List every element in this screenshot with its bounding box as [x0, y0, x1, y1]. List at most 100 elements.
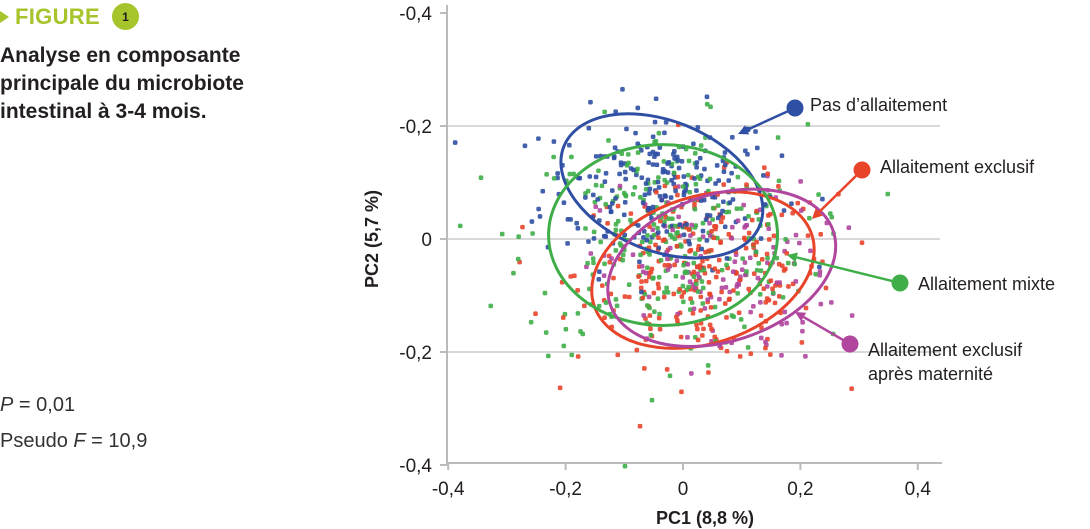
data-point-series-2: [658, 258, 664, 263]
data-point-series-3: [729, 236, 735, 241]
data-point-series-3: [771, 244, 776, 250]
data-point-series-2: [693, 181, 699, 187]
data-point-series-0: [663, 120, 669, 125]
data-point-series-3: [732, 259, 738, 265]
data-point-series-2: [620, 252, 626, 258]
confidence-ellipse-series-0: [559, 112, 765, 260]
data-point-series-2: [705, 363, 711, 368]
data-point-series-2: [701, 267, 707, 273]
data-point-series-1: [675, 318, 680, 323]
data-point-series-1: [768, 278, 774, 284]
data-point-series-2: [681, 262, 686, 268]
data-point-series-1: [759, 325, 764, 330]
data-point-series-1: [748, 351, 754, 357]
data-point-series-2: [776, 178, 782, 184]
data-point-series-2: [681, 299, 686, 305]
data-point-series-2: [639, 239, 645, 245]
data-point-series-1: [694, 264, 700, 270]
data-point-series-2: [613, 227, 619, 233]
data-point-series-0: [665, 170, 671, 175]
data-point-series-0: [729, 135, 735, 140]
data-point-series-1: [688, 296, 693, 302]
data-point-series-3: [688, 233, 693, 238]
x-tick-label: 0,2: [787, 479, 813, 500]
data-point-series-2: [596, 168, 601, 174]
data-point-series-0: [567, 142, 572, 148]
data-point-series-0: [699, 246, 704, 252]
data-point-series-0: [656, 245, 662, 251]
arrowhead-icon: [787, 252, 798, 263]
data-point-series-3: [705, 297, 711, 302]
data-point-series-3: [730, 269, 736, 275]
data-point-series-2: [707, 176, 713, 182]
data-point-series-1: [701, 326, 706, 332]
data-point-series-2: [625, 152, 631, 157]
data-point-series-0: [701, 197, 707, 203]
data-point-series-2: [700, 285, 706, 291]
data-point-series-1: [687, 248, 692, 254]
data-point-series-0: [613, 196, 618, 201]
data-point-series-2: [618, 243, 624, 248]
data-point-series-2: [724, 262, 729, 268]
data-point-series-0: [622, 232, 628, 238]
data-point-series-0: [624, 126, 629, 132]
data-point-series-0: [700, 228, 706, 234]
data-point-series-2: [662, 290, 667, 295]
data-point-series-2: [745, 345, 751, 350]
data-point-series-1: [743, 245, 749, 251]
data-point-series-2: [753, 249, 759, 255]
data-point-series-2: [665, 290, 671, 295]
legend-dot-icon: [786, 99, 804, 117]
data-point-series-0: [681, 232, 687, 238]
legend-label: Allaitement mixte: [918, 274, 1055, 294]
data-point-series-1: [790, 210, 796, 216]
data-point-series-0: [662, 193, 668, 198]
data-point-series-0: [628, 166, 634, 171]
data-point-series-3: [676, 214, 681, 220]
data-point-series-2: [715, 203, 721, 208]
data-point-series-0: [661, 223, 666, 228]
data-point-series-1: [677, 286, 683, 292]
data-point-series-2: [602, 261, 607, 267]
data-point-series-2: [816, 192, 821, 197]
data-point-series-0: [707, 213, 713, 218]
data-point-series-1: [749, 217, 755, 223]
data-point-series-3: [742, 260, 748, 265]
data-point-series-2: [655, 296, 661, 302]
data-point-series-0: [653, 96, 659, 102]
data-point-series-1: [707, 292, 713, 297]
data-point-series-2: [647, 239, 653, 245]
data-point-series-1: [711, 235, 717, 241]
data-point-series-0: [591, 236, 597, 241]
data-point-series-3: [817, 272, 823, 278]
data-point-series-2: [691, 260, 697, 266]
data-point-series-3: [665, 267, 671, 272]
legend-label: après maternité: [868, 364, 993, 384]
data-point-series-2: [744, 269, 749, 274]
data-point-series-2: [758, 268, 764, 273]
data-point-series-0: [583, 195, 588, 200]
data-point-series-0: [595, 197, 600, 202]
data-point-series-1: [706, 248, 711, 254]
data-point-series-3: [798, 179, 803, 184]
data-point-series-1: [698, 308, 704, 313]
data-point-series-1: [768, 211, 773, 217]
legend-dot-icon: [853, 161, 871, 179]
data-point-series-1: [647, 274, 652, 280]
legend-entry-0: Pas d’allaitement: [738, 95, 947, 135]
data-point-series-2: [551, 176, 557, 181]
data-point-series-1: [557, 385, 563, 391]
data-point-series-0: [743, 148, 748, 154]
data-point-series-1: [695, 326, 700, 332]
data-point-series-1: [707, 264, 712, 269]
data-point-series-0: [673, 188, 678, 194]
data-point-series-1: [678, 334, 684, 340]
data-point-series-3: [766, 226, 772, 232]
data-point-series-0: [650, 204, 656, 210]
data-point-series-0: [529, 219, 535, 224]
data-point-series-3: [743, 272, 748, 278]
data-point-series-0: [662, 130, 667, 136]
data-point-series-0: [607, 204, 613, 210]
arrowhead-icon: [795, 312, 807, 322]
data-point-series-2: [735, 174, 741, 180]
